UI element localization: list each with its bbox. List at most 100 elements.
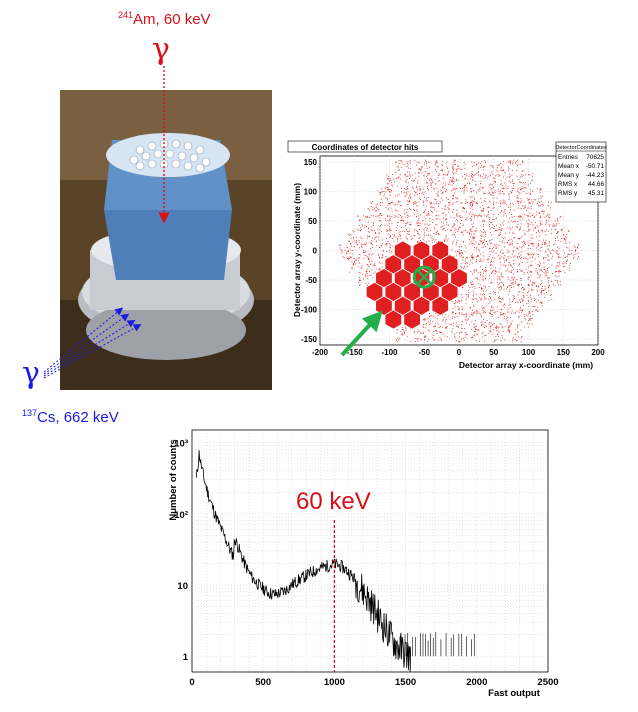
hit-point (357, 215, 359, 217)
hit-point (440, 326, 442, 328)
hit-point (527, 320, 529, 322)
hit-point (507, 316, 509, 318)
hit-point (516, 327, 518, 329)
hit-point (557, 240, 559, 241)
hit-point (511, 174, 513, 176)
hit-point (483, 255, 485, 257)
hit-point (467, 294, 469, 296)
hit-point (442, 187, 444, 189)
hit-point (364, 274, 366, 276)
hit-point (513, 295, 515, 297)
hit-point (366, 278, 368, 279)
hit-point (492, 224, 494, 226)
hit-point (450, 177, 452, 179)
hit-point (346, 252, 348, 254)
hit-point (405, 211, 407, 213)
hit-point (387, 199, 388, 201)
hit-point (417, 182, 419, 184)
hit-point (351, 256, 353, 258)
hit-point (471, 202, 473, 204)
hit-point (425, 191, 427, 193)
hit-point (459, 252, 461, 254)
hit-point (547, 259, 549, 261)
hit-point (485, 297, 487, 299)
hit-point (363, 251, 365, 253)
hit-point (520, 198, 522, 199)
hit-point (434, 228, 436, 230)
hit-point (481, 288, 482, 290)
hit-point (360, 229, 362, 231)
hit-point (457, 165, 459, 167)
hit-point (508, 327, 510, 328)
hit-point (523, 289, 525, 291)
hit-point (381, 223, 383, 225)
hit-point (359, 254, 361, 255)
hit-point (445, 314, 447, 316)
hit-point (504, 264, 506, 266)
hit-point (561, 230, 563, 232)
hit-point (510, 322, 512, 324)
hit-point (557, 253, 559, 255)
hit-point (544, 242, 546, 244)
hit-point (537, 254, 539, 256)
hit-point (453, 233, 455, 235)
hit-point (464, 245, 466, 247)
hit-point (541, 301, 543, 303)
hit-point (531, 271, 533, 272)
hit-point (516, 195, 518, 196)
hit-point (487, 206, 489, 208)
hit-point (511, 192, 513, 193)
hit-point (437, 194, 439, 196)
hit-point (495, 217, 497, 219)
hit-point (551, 294, 553, 296)
hit-point (552, 255, 554, 257)
hit-point (466, 297, 468, 299)
hit-point (431, 211, 433, 212)
hit-point (387, 178, 389, 180)
hit-point (508, 244, 510, 246)
hit-point (521, 277, 523, 279)
hit-point (489, 243, 491, 245)
hit-point (424, 211, 425, 213)
hit-point (398, 168, 400, 170)
hit-point (441, 170, 443, 171)
hit-point (385, 207, 387, 209)
hit-point (390, 216, 392, 218)
hit-point (537, 309, 539, 311)
hit-point (397, 177, 399, 178)
hit-point (466, 187, 468, 189)
hit-point (490, 296, 492, 298)
hit-point (391, 202, 393, 204)
hit-point (495, 181, 496, 183)
hit-point (508, 327, 510, 329)
hit-point (497, 170, 499, 172)
hit-point (427, 173, 429, 174)
hit-point (445, 182, 447, 184)
hit-point (522, 161, 524, 163)
hit-point (365, 271, 367, 273)
hit-point (465, 216, 467, 218)
hit-point (542, 231, 544, 233)
hit-point (369, 241, 371, 243)
hit-point (439, 174, 441, 176)
hit-point (366, 284, 368, 286)
hit-point (379, 191, 381, 193)
hit-point (518, 324, 520, 325)
hit-point (540, 250, 542, 252)
hit-point (372, 230, 373, 232)
hit-point (473, 240, 475, 242)
hit-point (409, 231, 410, 233)
hit-point (420, 332, 422, 334)
hit-point (472, 290, 474, 292)
hit-point (465, 199, 467, 201)
hit-point (508, 326, 510, 328)
hit-point (383, 195, 385, 197)
detector-hex-sparse (470, 242, 486, 260)
y-tick-label: 10² (174, 510, 188, 521)
hit-point (520, 223, 522, 225)
hit-point (543, 243, 545, 245)
hit-point (463, 241, 465, 243)
hit-point (516, 227, 518, 229)
hit-point (432, 315, 434, 317)
hit-point (488, 303, 490, 305)
